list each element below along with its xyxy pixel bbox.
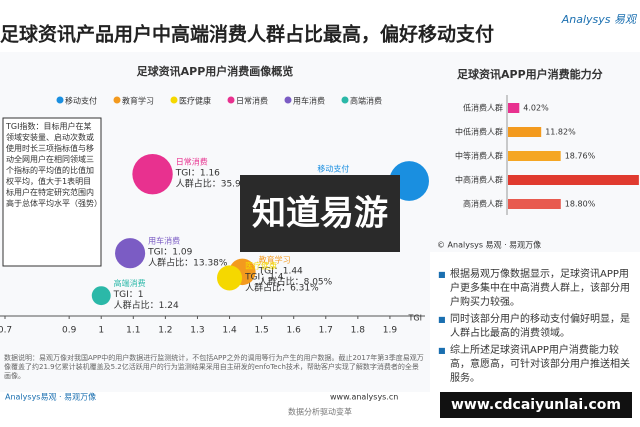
x-tick-label: 1.7 [319,326,333,336]
chart-title: 足球资讯APP用户消费画像概览 [137,64,294,78]
bullet-icon: ■ [438,346,446,355]
note-box [2,117,102,267]
footer-brand: Analysys易观 · 易观万像 [5,392,96,402]
x-tick-label: 1.9 [383,326,398,336]
y-tick-label: 中低消费人群 [455,127,503,137]
value-label: 18.80% [565,200,596,209]
watermark: 知道易游 [252,194,388,234]
bubble-share: 人群占比：8.05% [259,275,333,287]
bubble-tgi: TGI：1.4 [244,272,284,282]
bubble [132,153,173,195]
legend-swatch [170,96,178,104]
legend-swatch [113,96,121,104]
bubble-tgi: TGI：1.44 [258,266,303,276]
bar [508,199,561,209]
bubble-share: 人群占比：13.38% [148,257,228,269]
bar [508,175,639,185]
legend-swatch [227,96,235,104]
legend-swatch [341,96,349,104]
bubble-tgi: TGI：1.09 [147,248,192,258]
bubble-name: 用车消费 [148,236,180,246]
legend-swatch [56,96,64,104]
y-tick-label: 中高消费人群 [455,175,503,185]
footer-url: www.analysys.cn [330,393,398,402]
bullet-icon: ■ [438,270,446,279]
x-tick-label: 0.9 [62,326,77,336]
bullet: ■ 同时该部分用户的移动支付偏好明显，是人群占比最高的消费领域。 [438,314,630,339]
x-axis-label: TGI [408,314,422,323]
bar [508,151,561,161]
x-tick-label: 1.4 [222,326,237,336]
bar [508,103,520,113]
bubble [217,265,243,291]
x-tick-label: 1.6 [287,326,302,336]
bubble-name: 医疗健康 [245,260,277,270]
y-tick-label: 中等消费人群 [455,151,503,161]
bubble-name: 日常消费 [176,157,208,167]
bubble-share: 人群占比：1.24 [114,299,179,311]
tgi-note: TGI指数：目标用户在某领域安装量、启动次数或使用时长三项指标值与移动全网用户在… [6,122,102,208]
bubble-name: 移动支付 [317,164,349,174]
bar [508,127,542,137]
bubble [115,238,146,269]
bar-source: © Analysys 易观 · 易观万像 [437,240,541,250]
x-tick-label: 1.8 [351,326,366,336]
value-label: 4.02% [523,104,549,113]
legend-label: 用车消费 [293,96,325,106]
y-tick-label: 低消费人群 [463,103,503,113]
y-tick-label: 高消费人群 [463,199,503,209]
x-tick-label: 1 [98,326,104,336]
x-tick-label: 0.7 [0,326,12,336]
chart-title: 足球资讯APP用户消费能力分 [457,67,603,81]
x-tick-label: 1.5 [254,326,268,336]
legend-label: 教育学习 [122,96,154,106]
x-tick-label: 1.3 [190,326,204,336]
x-tick-label: 1.2 [158,326,172,336]
value-label: 11.82% [545,128,576,137]
x-tick-label: 1.1 [126,326,140,336]
page-title: 足球资讯产品用户中高端消费人群占比最高，偏好移动支付 [0,23,494,46]
bubble-tgi: TGI：1.16 [175,169,220,179]
legend-label: 高端消费 [350,96,382,106]
banner-box [440,392,632,418]
bubble-name: 教育学习 [259,254,291,264]
value-label: 18.76% [565,152,596,161]
legend-label: 医疗健康 [179,96,211,106]
bubble-share: 人群占比：6.31% [245,281,319,293]
legend-label: 移动支付 [65,96,97,106]
legend-swatch [284,96,292,104]
bubble-name: 高端消费 [114,278,146,288]
bubble-tgi: TGI：1 [113,290,144,300]
bullet-list: ■ 根据易观万像数据显示，足球资讯APP用户更多集中在中高消费人群上，该部分用户购… [438,268,638,389]
bullet: ■ 根据易观万像数据显示，足球资讯APP用户更多集中在中高消费人群上，该部分用户购… [438,269,630,308]
banner: www.cdcaiyunlai.com [451,397,621,413]
bubble-share: 人群占比：35.95% [176,178,256,190]
legend-label: 日常消费 [236,96,268,106]
logo: Analysys 易观 [561,13,638,26]
bullet: ■ 综上所述足球资讯APP用户消费能力较高，意愿高，可针对该部分用户推送相关服务。 [438,345,630,384]
bubble [91,286,111,306]
data-note: 数据说明：易观万像对我国APP中的用户数据进行监测统计，不包括APP之外的调用等… [4,354,424,380]
footer-slogan: 数据分析驱动变革 [288,407,352,417]
watermark-box [240,175,400,252]
bullet-icon: ■ [438,315,446,324]
